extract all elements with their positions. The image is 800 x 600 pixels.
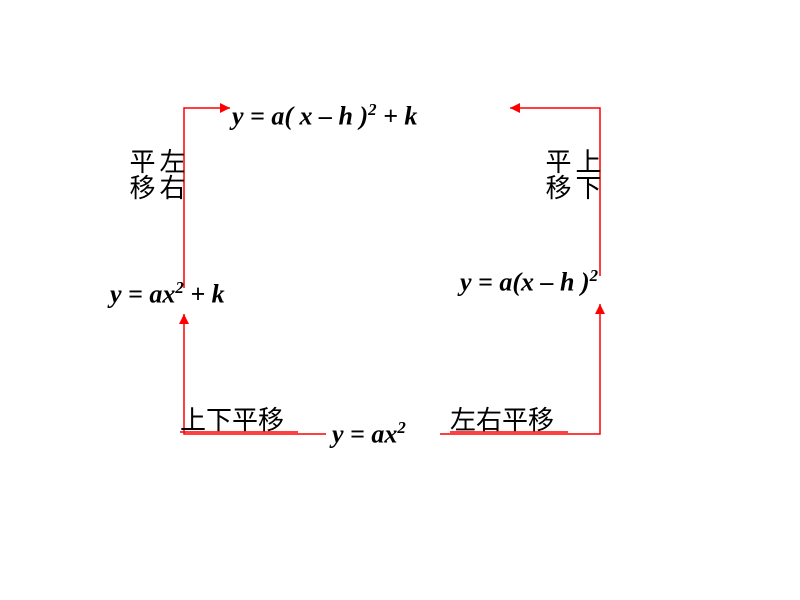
formula-left: y = ax2 + k	[110, 278, 225, 310]
label-bottom-right: 左右平移	[450, 400, 554, 437]
formula-bottom: y = ax2	[332, 418, 406, 450]
label-right-col2: 上下	[568, 148, 605, 200]
label-left-col2: 左右	[152, 148, 189, 200]
diagram-canvas: y = a( x – h )2 + k y = ax2 + k y = a(x …	[0, 0, 800, 600]
label-bottom-left: 上下平移	[180, 400, 284, 437]
formula-right: y = a(x – h )2	[460, 266, 598, 298]
formula-top: y = a( x – h )2 + k	[232, 100, 417, 132]
